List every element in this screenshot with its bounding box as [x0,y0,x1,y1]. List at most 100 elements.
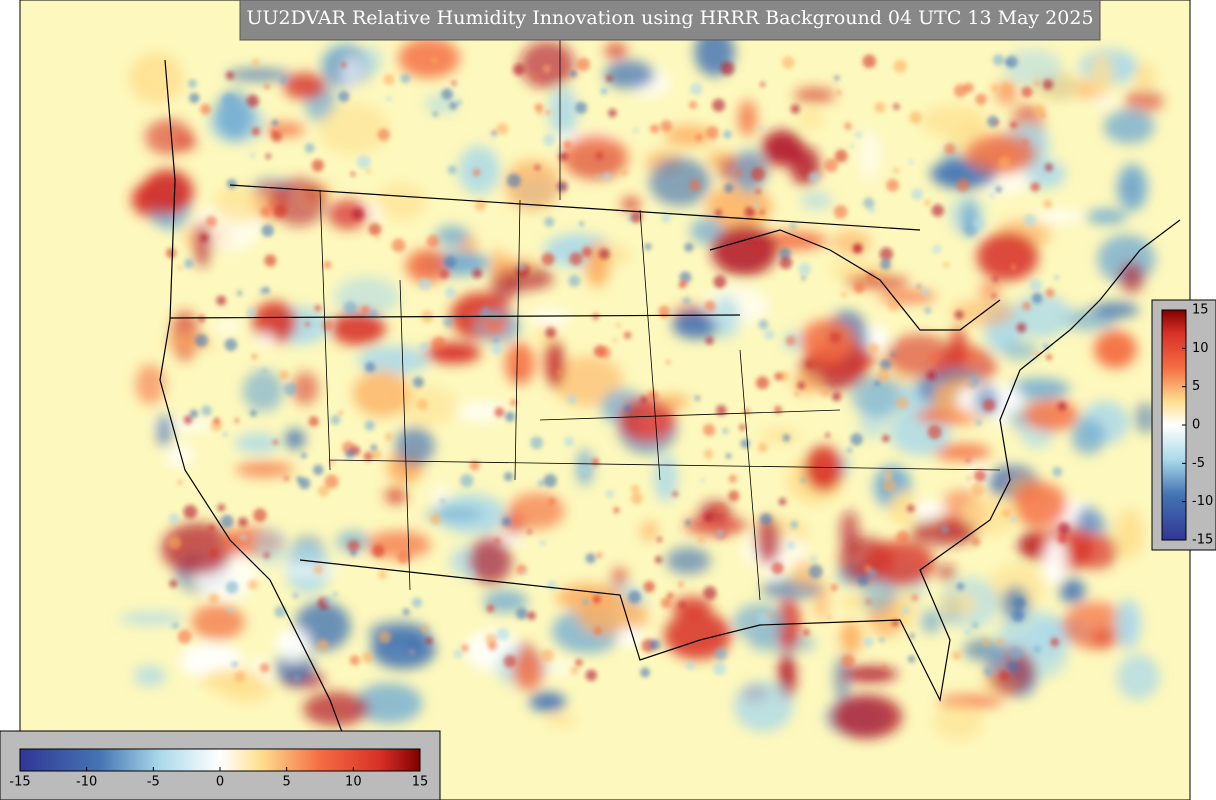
field-speck [208,524,216,532]
field-speck [975,93,987,106]
field-speck [333,591,338,597]
field-speck [225,71,235,80]
field-blob [1062,601,1129,650]
field-speck [695,134,703,142]
field-blob [939,591,978,617]
field-speck [824,158,839,173]
field-speck [338,410,343,416]
field-speck [654,556,663,564]
field-blob [619,397,675,441]
field-blob [561,135,629,180]
field-speck [247,579,259,590]
field-speck [794,391,800,397]
field-blob [144,119,193,155]
colorbar-tick-label: 5 [283,775,291,790]
colorbar-tick-label: -5 [147,775,160,790]
field-speck [1021,139,1029,146]
field-speck [200,233,209,242]
field-speck [262,286,270,294]
field-speck [262,368,267,373]
field-speck [223,432,228,437]
field-speck [1028,278,1043,292]
field-blob [279,563,341,577]
field-speck [643,581,655,593]
field-speck [757,442,768,453]
field-speck [886,178,899,192]
field-speck [208,547,219,558]
field-speck [440,498,446,504]
field-speck [879,359,892,371]
field-speck [172,622,179,629]
field-speck [237,290,243,296]
field-speck [994,120,999,126]
field-blob [830,230,872,256]
field-speck [543,473,557,488]
field-speck [844,122,852,130]
field-speck [330,460,335,465]
field-speck [225,580,239,594]
field-speck [308,416,319,427]
field-speck [868,343,879,354]
field-speck [623,404,632,413]
field-blob [840,510,860,554]
field-blob [303,691,369,727]
colorbar-tick-label: -15 [1192,533,1213,548]
field-speck [965,380,973,388]
field-speck [261,224,274,237]
field-speck [1011,264,1017,270]
field-speck [216,295,227,306]
field-speck [496,122,509,135]
field-speck [779,256,793,270]
field-speck [279,76,288,85]
field-speck [956,178,970,192]
field-speck [956,582,965,591]
field-speck [679,601,685,608]
field-speck [447,165,457,175]
great-lakes [709,229,1001,331]
field-blob [327,199,369,230]
field-speck [562,140,572,150]
field-speck [831,392,842,402]
field-blob [529,692,566,712]
field-speck [265,153,272,160]
field-speck [563,436,575,447]
field-blob [1076,506,1101,534]
field-speck [679,279,688,289]
field-speck [368,222,382,236]
field-speck [678,581,684,588]
field-speck [350,171,356,177]
field-blob [530,308,571,328]
field-speck [1023,214,1037,227]
field-speck [301,452,307,459]
field-speck [1033,645,1041,654]
field-speck [715,503,726,514]
field-speck [887,298,901,312]
field-blob [221,676,272,703]
field-speck [397,551,411,565]
field-speck [402,608,410,616]
field-speck [797,381,806,390]
field-speck [908,159,914,165]
field-speck [582,598,589,606]
field-speck [612,338,617,343]
humidity-detail [165,54,1070,683]
field-speck [449,101,458,110]
field-speck [362,651,373,663]
field-speck [966,458,971,463]
field-speck [253,508,267,522]
field-blob [840,620,862,655]
field-speck [581,246,593,258]
field-speck [666,360,671,365]
field-blob [932,443,991,461]
field-speck [598,248,610,260]
field-speck [931,204,944,217]
field-speck [441,88,453,100]
field-blob [1071,418,1106,455]
field-blob [858,130,882,181]
field-speck [862,54,877,69]
field-blob [135,363,166,405]
colorbar-tick-label: 10 [1192,341,1209,356]
field-blob [664,124,714,147]
field-speck [177,629,192,644]
field-speck [1052,466,1063,477]
